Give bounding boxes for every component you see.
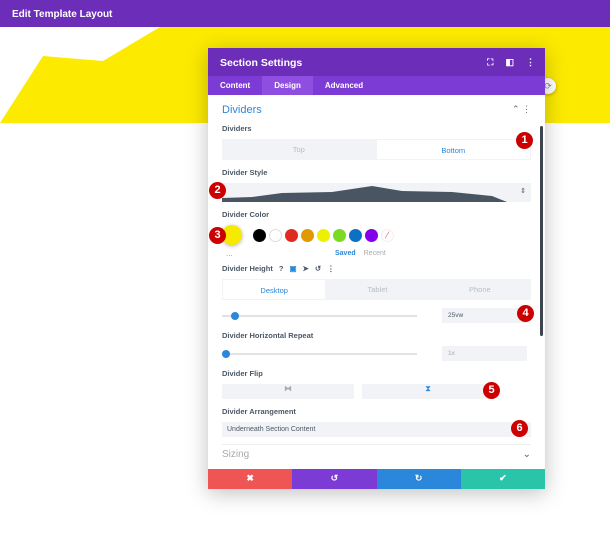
arrangement-select[interactable]: Underneath Section Content	[222, 422, 531, 437]
top-bar: Edit Template Layout	[0, 0, 610, 27]
slider-handle[interactable]	[222, 349, 230, 358]
swatch-green[interactable]	[333, 228, 346, 242]
swatch-yellow[interactable]	[317, 228, 330, 242]
divider-shape-preview	[222, 186, 507, 202]
tab-content[interactable]: Content	[220, 81, 251, 90]
color-label: Divider Color	[222, 210, 270, 219]
more-icon[interactable]: ⋮	[526, 57, 535, 67]
callout-badge-3: 3	[209, 227, 226, 244]
section-dividers-header[interactable]: Dividers ⌃ ⋮	[222, 104, 531, 116]
callout-badge-1: 1	[516, 132, 533, 149]
swatch-red[interactable]	[285, 228, 298, 242]
height-input[interactable]: 25vw	[442, 308, 527, 323]
section-title: Dividers	[222, 104, 262, 116]
section-title: Sizing	[222, 449, 250, 460]
callout-badge-4: 4	[517, 305, 534, 322]
modal-header: Section Settings ⛶ ◧ ⋮	[208, 48, 545, 76]
style-label: Divider Style	[222, 168, 268, 177]
page-title: Edit Template Layout	[12, 9, 113, 20]
height-slider[interactable]	[222, 311, 417, 320]
swatch-white[interactable]	[269, 228, 282, 242]
expand-icon[interactable]: ⌄	[522, 449, 531, 460]
no-color-icon[interactable]: ⁄	[381, 228, 394, 242]
reset-icon[interactable]: ↺	[314, 264, 322, 273]
tab-design[interactable]: Design	[262, 76, 313, 95]
recent-tab[interactable]: Recent	[363, 249, 386, 257]
responsive-icon[interactable]: ▣	[289, 264, 297, 273]
callout-badge-6: 6	[511, 420, 528, 437]
split-view-icon[interactable]: ◧	[505, 57, 514, 67]
phone-tab[interactable]: Phone	[468, 285, 491, 294]
collapse-icon[interactable]: ⌃ ⋮	[511, 104, 531, 114]
section-sizing-header[interactable]: Sizing ⌄	[222, 444, 531, 461]
redo-button[interactable]: ↻	[376, 469, 461, 489]
flip-horizontal-button[interactable]: ⧓	[222, 384, 354, 399]
selected-color-picker[interactable]	[222, 225, 242, 245]
dividers-label: Dividers	[222, 124, 252, 133]
hover-icon[interactable]: ➤	[302, 264, 309, 273]
help-icon[interactable]: ?	[278, 264, 284, 273]
flip-vertical-button[interactable]: ⧗	[362, 384, 494, 399]
select-arrows-icon: ⇕	[520, 188, 526, 195]
repeat-input[interactable]: 1x	[442, 346, 527, 361]
repeat-slider[interactable]	[222, 349, 417, 358]
fullscreen-icon[interactable]: ⛶	[487, 57, 494, 67]
tablet-tab[interactable]: Tablet	[367, 285, 388, 294]
save-button[interactable]: ✔	[460, 469, 545, 489]
divider-style-select[interactable]: ⇕	[222, 183, 531, 202]
repeat-label: Divider Horizontal Repeat	[222, 331, 314, 340]
modal-title: Section Settings	[220, 57, 303, 69]
cancel-button[interactable]: ✖	[208, 469, 293, 489]
arrangement-label: Divider Arrangement	[222, 407, 296, 416]
top-option[interactable]: Top	[292, 145, 305, 154]
slider-handle[interactable]	[231, 311, 239, 320]
section-settings-modal: Section Settings ⛶ ◧ ⋮ Content Design Adva…	[208, 48, 545, 489]
swatch-orange[interactable]	[301, 228, 314, 242]
swatch-blue[interactable]	[349, 228, 362, 242]
swatch-black[interactable]	[253, 228, 266, 242]
flip-label: Divider Flip	[222, 369, 263, 378]
callout-badge-2: 2	[209, 182, 226, 199]
saved-tab[interactable]: Saved	[335, 249, 356, 257]
undo-button[interactable]: ↺	[292, 469, 377, 489]
height-label: Divider Height	[222, 264, 273, 273]
options-icon[interactable]: ⋮	[327, 264, 335, 273]
scrollbar[interactable]	[540, 126, 543, 336]
bottom-option[interactable]: Bottom	[376, 140, 530, 159]
desktop-tab[interactable]: Desktop	[223, 280, 326, 299]
swatch-purple[interactable]	[365, 228, 378, 242]
tab-advanced[interactable]: Advanced	[324, 81, 364, 90]
more-colors[interactable]: ...	[226, 248, 233, 258]
callout-badge-5: 5	[483, 382, 500, 399]
